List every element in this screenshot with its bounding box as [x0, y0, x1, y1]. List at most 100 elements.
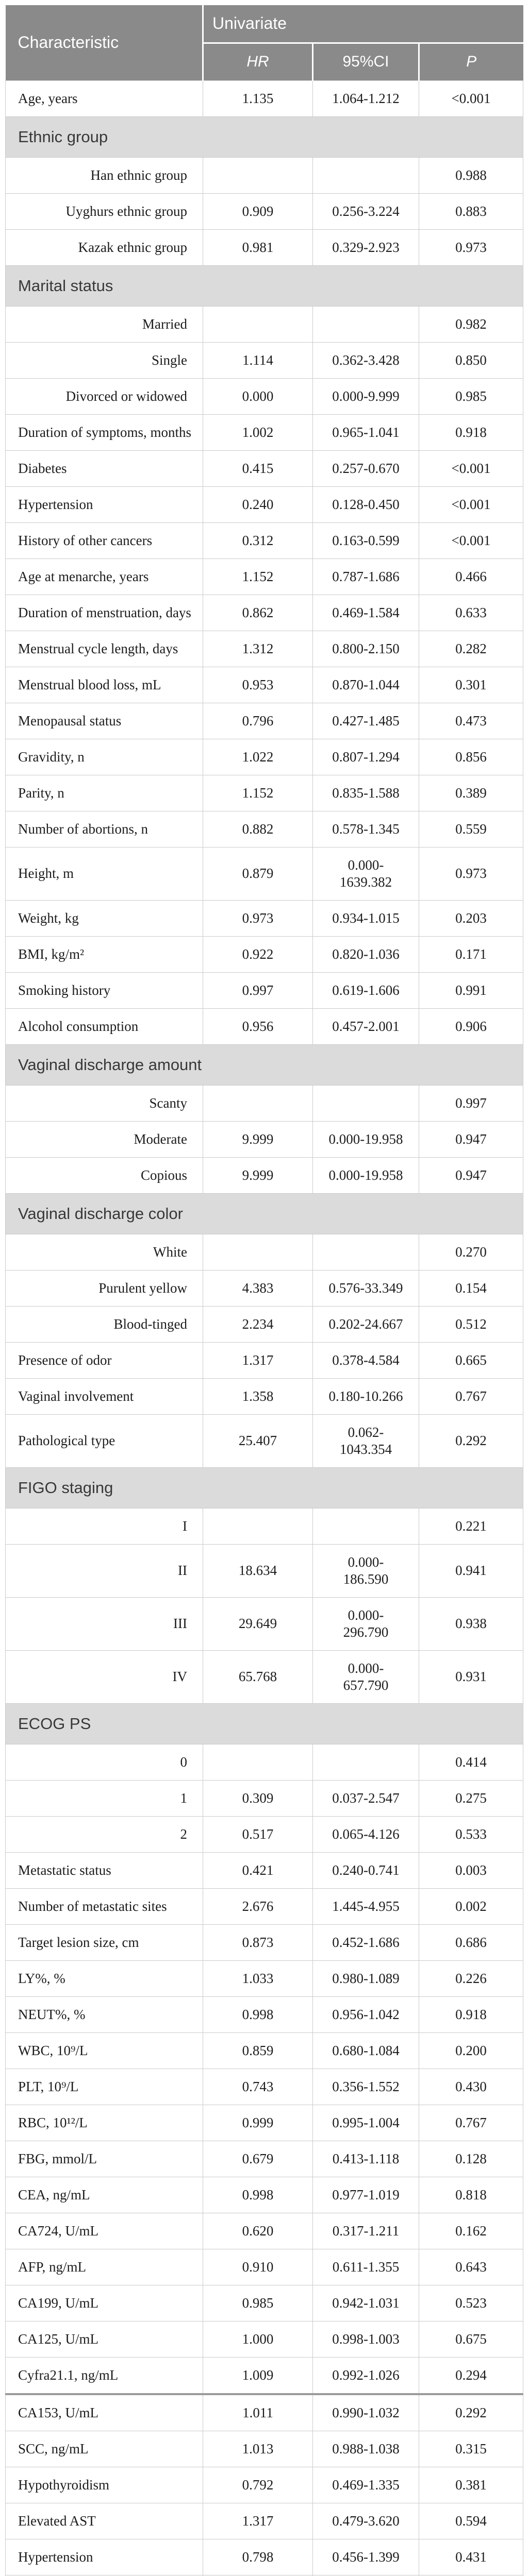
characteristic-cell: Elevated AST — [5, 2502, 203, 2539]
table-row: RBC, 10¹²/L 0.999 0.995-1.004 0.767 — [5, 2104, 524, 2141]
p-cell: 0.947 — [418, 1121, 524, 1158]
hr-cell: 0.312 — [203, 522, 313, 559]
ci-cell: 0.998-1.003 — [312, 2320, 419, 2358]
p-cell: 0.002 — [418, 1888, 524, 1925]
p-cell: 0.973 — [418, 229, 524, 266]
p-cell: 0.466 — [418, 558, 524, 595]
ci-cell: 0.680-1.084 — [312, 2032, 419, 2069]
ci-cell: 0.413-1.118 — [312, 2140, 419, 2177]
table-row: I 0.221 — [5, 1507, 524, 1545]
p-cell: 0.301 — [418, 666, 524, 703]
p-cell: 0.947 — [418, 1157, 524, 1194]
p-cell: 0.918 — [418, 414, 524, 451]
col-header-95ci: 95%CI — [312, 43, 420, 80]
table-row: Age, years 1.135 1.064-1.212 <0.001 — [5, 80, 524, 117]
ci-cell: 0.992-1.026 — [312, 2357, 419, 2394]
hr-cell: 0.792 — [203, 2466, 313, 2503]
characteristic-cell: Presence of odor — [5, 1342, 203, 1379]
ci-cell: 0.037-2.547 — [312, 1780, 419, 1817]
hr-cell — [203, 1507, 313, 1545]
p-cell: 0.818 — [418, 2176, 524, 2213]
hr-cell: 0.859 — [203, 2032, 313, 2069]
p-cell: 0.533 — [418, 1816, 524, 1853]
characteristic-cell: RBC, 10¹²/L — [5, 2104, 203, 2141]
characteristic-cell: Gravidity, n — [5, 738, 203, 775]
hr-cell: 0.309 — [203, 1780, 313, 1817]
hr-cell: 0.973 — [203, 900, 313, 937]
ci-cell: 0.240-0.741 — [312, 1852, 419, 1889]
hr-cell — [203, 1233, 313, 1270]
table-row: BMI, kg/m² 0.922 0.820-1.036 0.171 — [5, 936, 524, 973]
ci-cell: 0.356-1.552 — [312, 2068, 419, 2105]
hr-cell: 2.234 — [203, 1306, 313, 1343]
characteristic-cell: History of other cancers — [5, 522, 203, 559]
section-row: FIGO staging — [5, 1467, 524, 1509]
characteristic-cell: Purulent yellow — [5, 1269, 203, 1307]
characteristic-cell: CEA, ng/mL — [5, 2176, 203, 2213]
hr-cell: 1.312 — [203, 630, 313, 667]
hr-cell: 1.011 — [203, 2393, 313, 2431]
characteristic-cell: CA153, U/mL — [5, 2393, 203, 2431]
p-cell: 0.282 — [418, 630, 524, 667]
table-row: History of other cancers 0.312 0.163-0.599… — [5, 522, 524, 559]
ci-cell — [312, 1084, 419, 1122]
ci-cell: 0.128-0.450 — [312, 486, 419, 523]
characteristic-cell: Diabetes — [5, 450, 203, 487]
p-cell: 0.931 — [418, 1650, 524, 1704]
hr-cell: 1.152 — [203, 774, 313, 811]
ci-cell: 0.469-1.335 — [312, 2466, 419, 2503]
table-row: 0 0.414 — [5, 1743, 524, 1781]
hr-cell: 0.997 — [203, 972, 313, 1009]
section-label: Marital status — [5, 265, 524, 307]
ci-cell: 0.000-19.958 — [312, 1121, 419, 1158]
ci-cell: 0.800-2.150 — [312, 630, 419, 667]
hr-cell: 0.679 — [203, 2140, 313, 2177]
table-row: Hypothyroidism 0.792 0.469-1.335 0.381 — [5, 2466, 524, 2503]
table-row: Menstrual blood loss, mL 0.953 0.870-1.044… — [5, 666, 524, 703]
p-cell: 0.294 — [418, 2357, 524, 2394]
hr-cell: 0.415 — [203, 450, 313, 487]
section-label: Vaginal discharge amount — [5, 1044, 524, 1086]
characteristic-cell: 0 — [5, 1743, 203, 1781]
characteristic-cell: Scanty — [5, 1084, 203, 1122]
table-row: Weight, kg 0.973 0.934-1.015 0.203 — [5, 900, 524, 937]
characteristic-cell: II — [5, 1544, 203, 1598]
table-row: LY%, % 1.033 0.980-1.089 0.226 — [5, 1960, 524, 1997]
hr-cell: 0.421 — [203, 1852, 313, 1889]
ci-cell: 0.256-3.224 — [312, 193, 419, 230]
table-row: Hypertension 0.240 0.128-0.450 <0.001 — [5, 486, 524, 523]
ci-cell: 0.456-1.399 — [312, 2538, 419, 2575]
ci-cell: 0.000- 296.790 — [312, 1597, 419, 1651]
ci-cell: 0.988-1.038 — [312, 2430, 419, 2467]
hr-cell: 1.000 — [203, 2320, 313, 2358]
characteristic-cell: Hypothyroidism — [5, 2466, 203, 2503]
ci-cell: 0.956-1.042 — [312, 1996, 419, 2033]
hr-cell: 0.743 — [203, 2068, 313, 2105]
table-row: CA153, U/mL 1.011 0.990-1.032 0.292 — [5, 2393, 524, 2431]
section-row: Ethnic group — [5, 116, 524, 158]
hr-cell — [203, 1084, 313, 1122]
hr-cell: 1.317 — [203, 1342, 313, 1379]
p-cell: 0.938 — [418, 1597, 524, 1651]
ci-cell: 0.820-1.036 — [312, 936, 419, 973]
characteristic-cell: Uyghurs ethnic group — [5, 193, 203, 230]
hr-cell: 25.407 — [203, 1414, 313, 1468]
characteristic-cell: Blood-tinged — [5, 1306, 203, 1343]
characteristic-cell: Copious — [5, 1157, 203, 1194]
hr-cell: 0.999 — [203, 2104, 313, 2141]
p-cell: 0.982 — [418, 306, 524, 343]
p-cell: 0.523 — [418, 2284, 524, 2321]
ci-cell: 0.980-1.089 — [312, 1960, 419, 1997]
hr-cell: 1.009 — [203, 2357, 313, 2394]
ci-cell: 0.965-1.041 — [312, 414, 419, 451]
table-row: Number of abortions, n 0.882 0.578-1.345 0.… — [5, 810, 524, 848]
p-cell: 0.200 — [418, 2032, 524, 2069]
col-header-univariate: Univariate — [203, 5, 523, 44]
table-row: Target lesion size, cm 0.873 0.452-1.686 0.… — [5, 1924, 524, 1961]
p-cell: 0.270 — [418, 1233, 524, 1270]
table-row: AFP, ng/mL 0.910 0.611-1.355 0.643 — [5, 2248, 524, 2285]
hr-cell: 0.798 — [203, 2538, 313, 2575]
characteristic-cell: Age at menarche, years — [5, 558, 203, 595]
p-cell: 0.665 — [418, 1342, 524, 1379]
